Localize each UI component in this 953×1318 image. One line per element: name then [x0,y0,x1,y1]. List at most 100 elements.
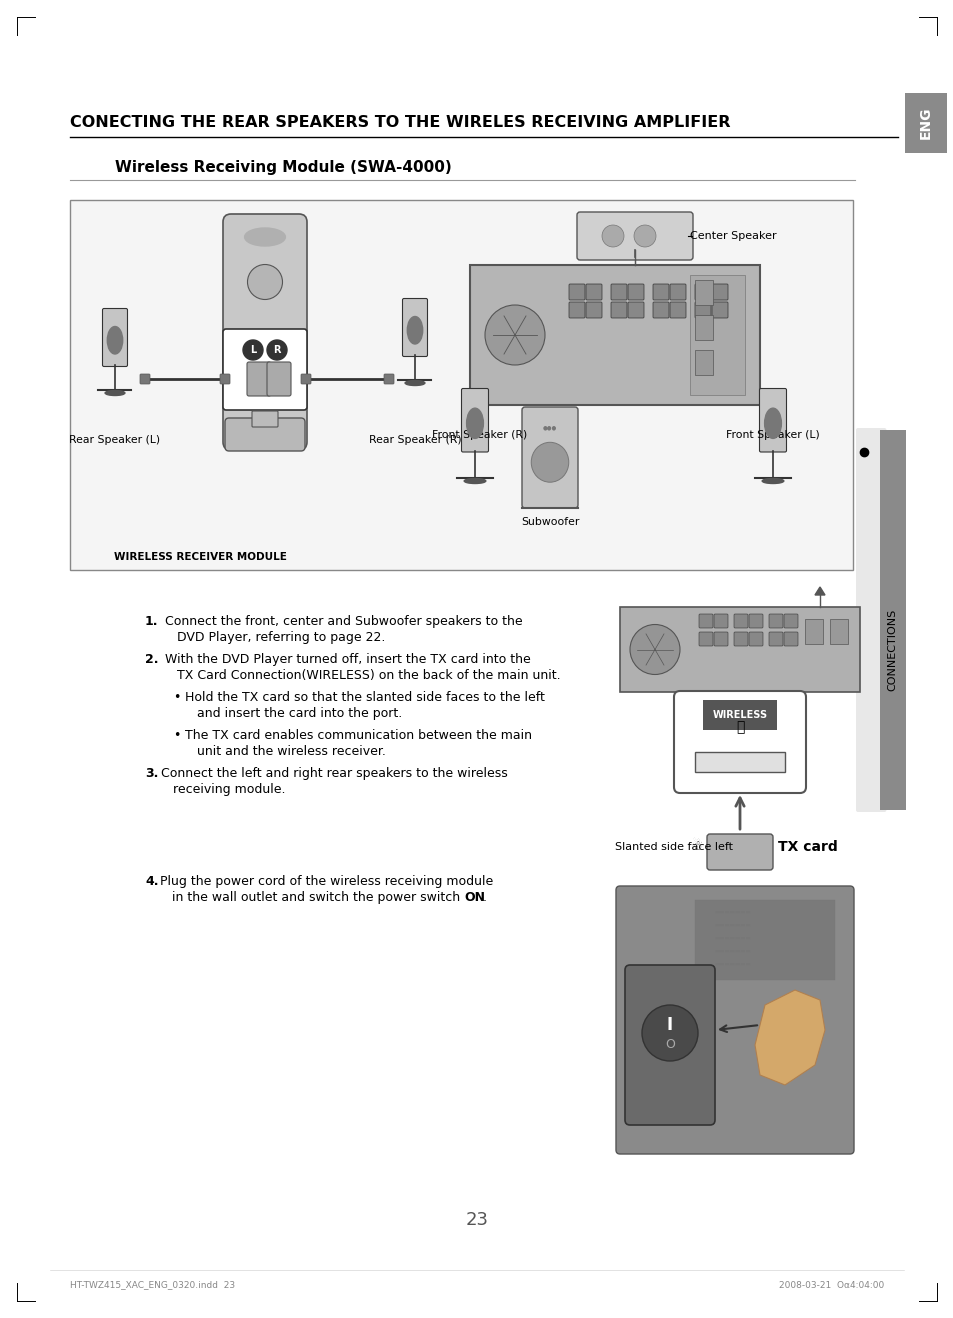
FancyBboxPatch shape [610,302,626,318]
FancyBboxPatch shape [652,283,668,301]
FancyBboxPatch shape [783,614,797,627]
FancyBboxPatch shape [470,265,760,405]
FancyBboxPatch shape [585,302,601,318]
FancyBboxPatch shape [855,428,885,812]
FancyBboxPatch shape [695,283,710,301]
FancyBboxPatch shape [673,691,805,793]
FancyBboxPatch shape [733,614,747,627]
FancyBboxPatch shape [759,389,785,452]
FancyBboxPatch shape [768,633,782,646]
FancyBboxPatch shape [252,411,277,427]
Text: ☃: ☃ [692,841,703,854]
Text: unit and the wireless receiver.: unit and the wireless receiver. [196,745,385,758]
FancyBboxPatch shape [225,418,305,451]
Text: •: • [172,729,180,742]
Text: and insert the card into the port.: and insert the card into the port. [196,706,402,720]
Text: 2008-03-21  Οα4:04:00: 2008-03-21 Οα4:04:00 [778,1281,883,1289]
Text: 3.: 3. [145,767,158,780]
FancyBboxPatch shape [695,900,834,981]
FancyBboxPatch shape [585,283,601,301]
Text: 23: 23 [465,1211,488,1228]
FancyBboxPatch shape [521,407,578,507]
Text: •: • [172,691,180,704]
Text: ON: ON [463,891,484,904]
FancyBboxPatch shape [624,965,714,1126]
Ellipse shape [247,265,282,299]
Text: ▬▬▬▬▬▬▬: ▬▬▬▬▬▬▬ [714,936,751,941]
FancyBboxPatch shape [733,633,747,646]
FancyBboxPatch shape [247,362,271,395]
FancyBboxPatch shape [829,619,847,645]
Ellipse shape [107,327,123,355]
Text: WIRELESS RECEIVER MODULE: WIRELESS RECEIVER MODULE [113,552,286,561]
FancyBboxPatch shape [568,283,584,301]
Text: receiving module.: receiving module. [172,783,285,796]
Text: WIRELESS: WIRELESS [712,710,767,720]
Text: 4.: 4. [145,875,158,888]
FancyBboxPatch shape [713,633,727,646]
FancyBboxPatch shape [267,362,291,395]
FancyBboxPatch shape [652,302,668,318]
Ellipse shape [407,316,422,344]
FancyBboxPatch shape [301,374,311,384]
Text: I: I [666,1016,673,1035]
FancyBboxPatch shape [140,374,150,384]
FancyBboxPatch shape [695,279,712,304]
Circle shape [484,304,544,365]
Polygon shape [754,990,824,1085]
Text: Rear Speaker (L): Rear Speaker (L) [70,435,160,445]
Text: CONNECTIONS: CONNECTIONS [886,609,897,691]
Circle shape [267,340,287,360]
Ellipse shape [763,409,781,439]
FancyBboxPatch shape [695,753,784,772]
Text: DVD Player, referring to page 22.: DVD Player, referring to page 22. [177,631,385,645]
Ellipse shape [531,443,568,482]
FancyBboxPatch shape [689,275,744,395]
Text: in the wall outlet and switch the power switch: in the wall outlet and switch the power … [172,891,464,904]
FancyBboxPatch shape [713,614,727,627]
Ellipse shape [634,225,656,246]
FancyBboxPatch shape [619,608,859,692]
FancyBboxPatch shape [402,298,427,356]
Text: ▬▬▬▬▬▬▬: ▬▬▬▬▬▬▬ [714,923,751,928]
FancyBboxPatch shape [220,374,230,384]
Text: Connect the left and right rear speakers to the wireless: Connect the left and right rear speakers… [161,767,507,780]
Text: 2.: 2. [145,652,158,666]
Text: ●●●: ●●● [542,426,557,431]
FancyBboxPatch shape [568,302,584,318]
Text: Hold the TX card so that the slanted side faces to the left: Hold the TX card so that the slanted sid… [185,691,544,704]
Text: Front Speaker (L): Front Speaker (L) [725,430,819,440]
Text: ▬▬▬▬▬▬▬: ▬▬▬▬▬▬▬ [714,909,751,915]
Text: R: R [273,345,280,355]
Text: TX card: TX card [778,840,837,854]
FancyBboxPatch shape [70,200,852,569]
Text: Rear Speaker (R): Rear Speaker (R) [368,435,461,445]
Ellipse shape [244,228,285,246]
Text: TX Card Connection(WIRELESS) on the back of the main unit.: TX Card Connection(WIRELESS) on the back… [177,670,560,681]
FancyBboxPatch shape [904,94,946,153]
Circle shape [641,1006,698,1061]
Text: Center Speaker: Center Speaker [689,231,776,241]
FancyBboxPatch shape [711,302,727,318]
Text: The TX card enables communication between the main: The TX card enables communication betwee… [185,729,532,742]
Text: Subwoofer: Subwoofer [520,517,578,527]
FancyBboxPatch shape [461,389,488,452]
FancyBboxPatch shape [711,283,727,301]
Ellipse shape [105,390,125,395]
Circle shape [629,625,679,675]
Text: CONECTING THE REAR SPEAKERS TO THE WIRELES RECEIVING AMPLIFIER: CONECTING THE REAR SPEAKERS TO THE WIREL… [70,115,730,130]
Ellipse shape [761,478,783,484]
FancyBboxPatch shape [804,619,822,645]
Text: .: . [482,891,486,904]
FancyBboxPatch shape [748,614,762,627]
FancyBboxPatch shape [695,315,712,340]
Circle shape [243,340,263,360]
FancyBboxPatch shape [669,302,685,318]
FancyBboxPatch shape [223,330,307,410]
Ellipse shape [464,478,485,484]
FancyBboxPatch shape [699,614,712,627]
Text: Slanted side face left: Slanted side face left [615,842,732,851]
Text: O: O [664,1039,674,1052]
FancyBboxPatch shape [706,834,772,870]
FancyBboxPatch shape [610,283,626,301]
